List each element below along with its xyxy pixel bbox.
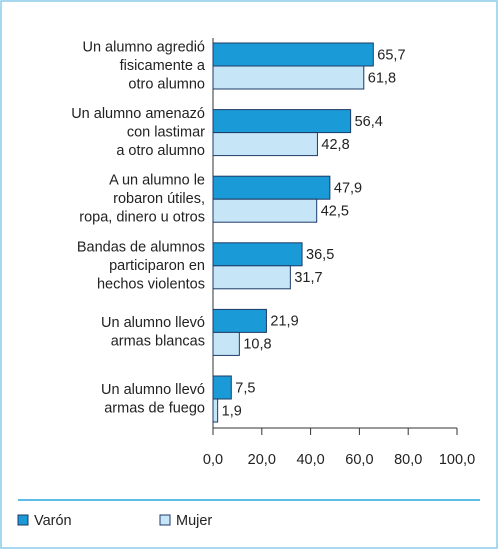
bar	[212, 331, 240, 356]
value-label: 47,9	[334, 181, 362, 197]
value-label: 36,5	[306, 247, 334, 263]
x-tick-label: 60,0	[345, 452, 373, 468]
value-label: 7,5	[235, 380, 255, 396]
bar	[212, 132, 318, 157]
value-label: 42,8	[321, 137, 349, 153]
category-label: Un alumno amenazó con lastimar a otro alum…	[71, 106, 205, 159]
x-tick-label: 100,0	[439, 452, 475, 468]
x-tick-label: 80,0	[394, 452, 422, 468]
legend-label: Mujer	[176, 513, 212, 529]
x-tick-label: 0,0	[203, 452, 223, 468]
bar	[212, 265, 291, 290]
value-label: 65,7	[377, 47, 405, 63]
value-label: 61,8	[368, 70, 396, 86]
x-tick-label: 20,0	[248, 452, 276, 468]
legend-swatch	[17, 514, 29, 526]
value-label: 1,9	[222, 403, 242, 419]
bar	[212, 198, 318, 223]
bar	[212, 308, 267, 333]
bar	[212, 65, 365, 90]
category-label: Un alumno llevó armas blancas	[101, 315, 205, 350]
bar	[212, 375, 232, 400]
legend-label: Varón	[34, 513, 72, 529]
value-label: 56,4	[355, 114, 383, 130]
category-label: Bandas de alumnos participaron en hechos v…	[77, 239, 205, 292]
bar	[212, 242, 303, 267]
category-label: Un alumno llevó armas de fuego	[101, 382, 205, 417]
value-label: 42,5	[321, 204, 349, 220]
legend-swatch	[159, 514, 171, 526]
bar	[212, 109, 352, 134]
category-label: Un alumno agredió fisicamente a otro alumn…	[82, 39, 205, 92]
bar	[212, 398, 219, 423]
bar	[212, 42, 374, 67]
bar	[212, 175, 331, 200]
value-label: 21,9	[270, 314, 298, 330]
value-label: 31,7	[294, 270, 322, 286]
value-label: 10,8	[243, 337, 271, 353]
x-tick-label: 40,0	[296, 452, 324, 468]
category-label: A un alumno le robaron útiles, ropa, diner…	[79, 173, 205, 226]
